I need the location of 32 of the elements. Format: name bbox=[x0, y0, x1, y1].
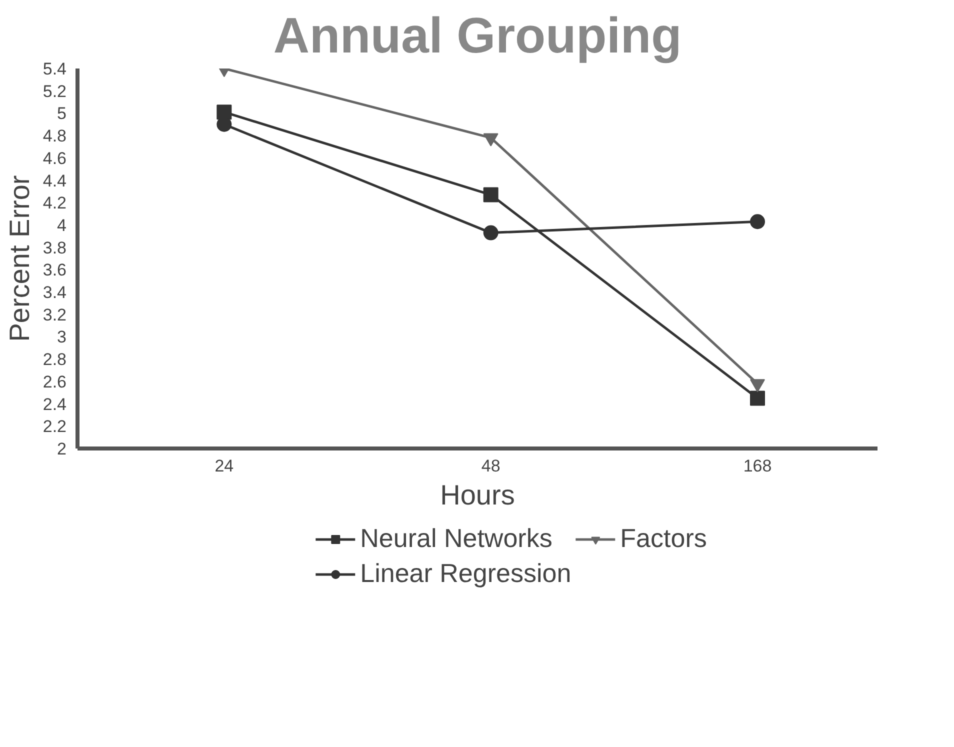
y-tick-label: 3.4 bbox=[42, 283, 67, 302]
y-tick-label: 4 bbox=[57, 216, 67, 235]
y-axis-title: Percent Error bbox=[4, 175, 35, 342]
y-tick-label: 2.2 bbox=[42, 417, 67, 436]
y-tick-label: 4.8 bbox=[42, 126, 67, 146]
y-tick-label: 2.6 bbox=[42, 372, 67, 392]
y-tick-label: 3 bbox=[57, 328, 67, 347]
x-tick-label: 48 bbox=[481, 456, 500, 476]
y-tick-label: 4.2 bbox=[42, 194, 67, 213]
y-tick-label: 2.4 bbox=[42, 394, 67, 414]
y-tick-label: 3.2 bbox=[42, 305, 67, 324]
point bbox=[483, 187, 498, 202]
point bbox=[750, 214, 765, 230]
y-tick-label: 5.2 bbox=[42, 82, 67, 101]
y-tick-label: 2.8 bbox=[42, 350, 67, 370]
legend-label: Factors bbox=[620, 523, 707, 554]
legend-label: Linear Regression bbox=[360, 558, 572, 589]
y-tick-label: 3.6 bbox=[42, 260, 67, 280]
chart-title: Annual Grouping bbox=[273, 8, 682, 64]
x-tick-label: 168 bbox=[743, 456, 772, 476]
y-tick-label: 5 bbox=[57, 104, 67, 124]
y-tick-label: 4.4 bbox=[42, 171, 67, 190]
x-axis-title: Hours bbox=[440, 480, 515, 510]
point bbox=[216, 104, 232, 120]
legend-label: Neural Networks bbox=[360, 523, 552, 554]
point bbox=[483, 225, 498, 240]
y-tick-label: 5.4 bbox=[42, 60, 67, 78]
y-tick-label: 4.6 bbox=[42, 148, 67, 168]
x-tick-label: 24 bbox=[214, 456, 234, 476]
y-tick-label: 3.8 bbox=[42, 238, 67, 258]
point bbox=[750, 390, 765, 406]
y-tick-label: 2 bbox=[57, 440, 67, 458]
